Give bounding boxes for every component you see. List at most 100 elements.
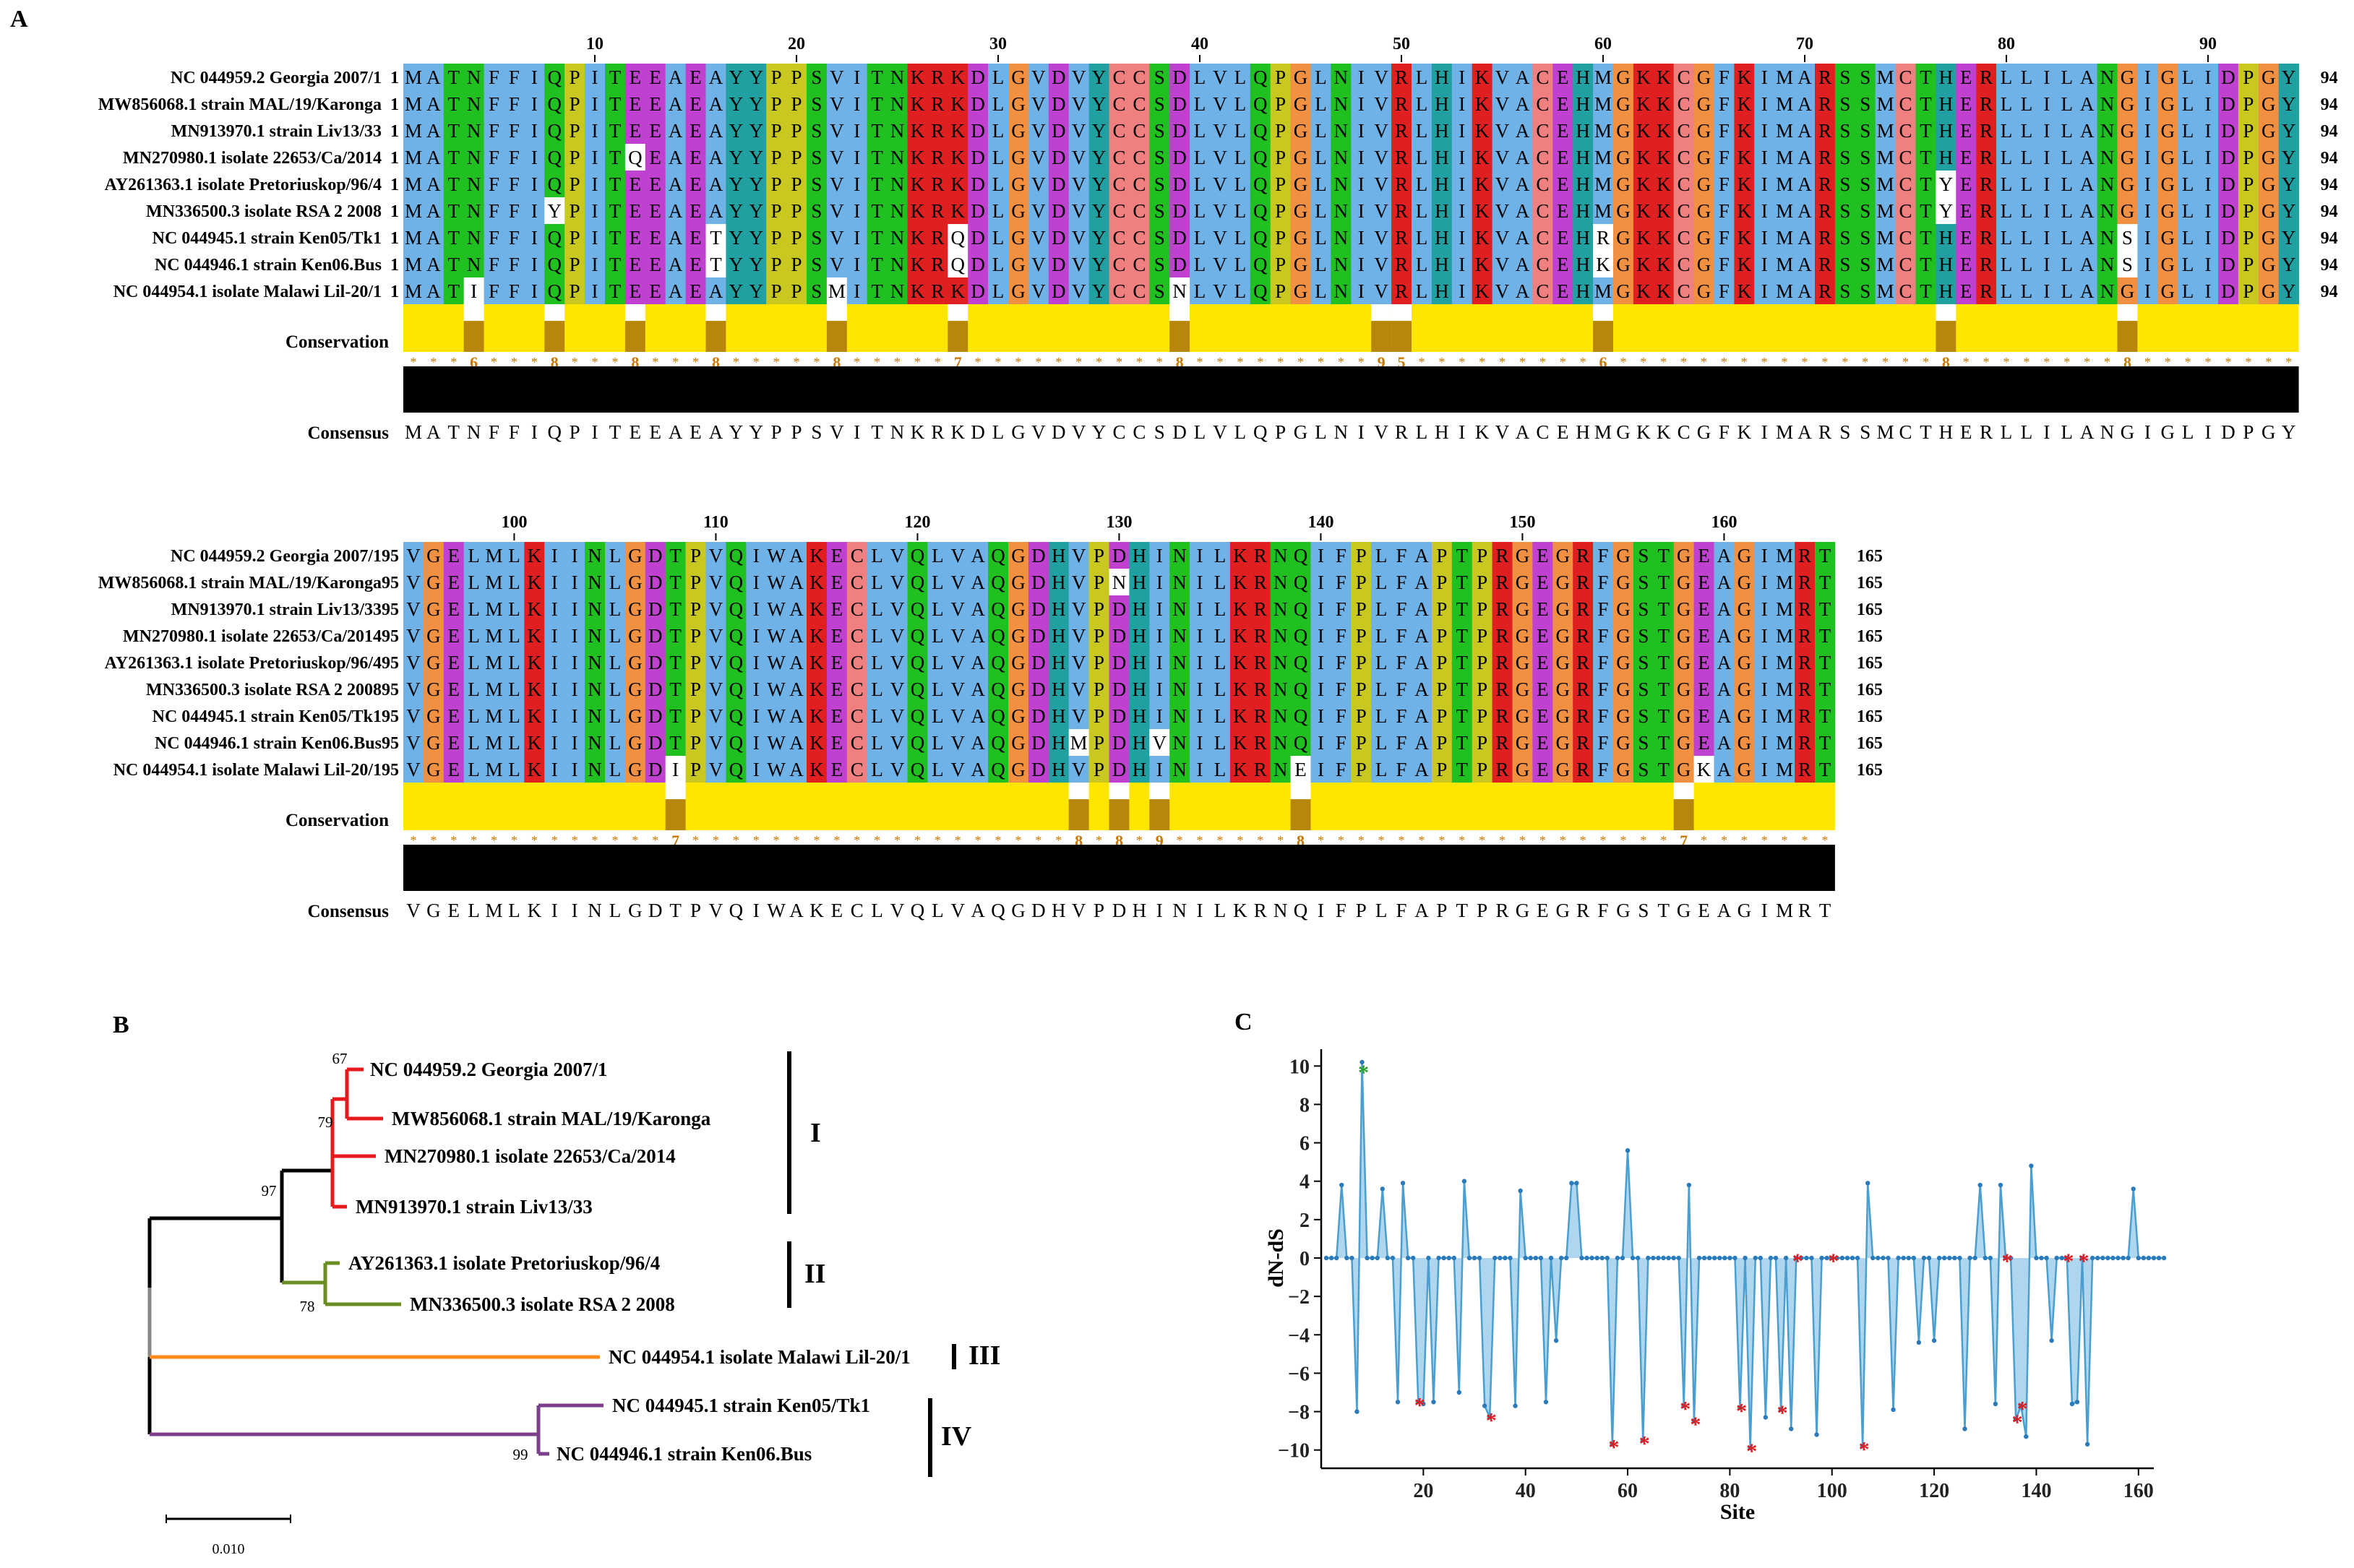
residue-cell [907,117,928,145]
residue-letter: I [753,572,760,593]
residue-letter: T [669,705,682,727]
consensus-bar [403,366,2299,413]
residue-letter: A [1414,572,1429,593]
residue-letter: E [448,652,460,673]
residue-letter: A [1797,280,1812,302]
residue-letter: E [1557,93,1569,115]
residue-cell [2036,64,2058,91]
residue-letter: P [1356,679,1367,700]
residue-letter: L [871,598,883,620]
residue-letter: F [1396,732,1407,754]
residue-cell [1229,64,1251,91]
residue-letter: E [831,545,843,567]
residue-letter: C [1899,200,1912,222]
residue-cell [1895,144,1916,171]
residue-cell [826,117,848,145]
residue-letter: L [1315,200,1327,222]
residue-letter: N [2100,173,2115,195]
dnds-point [1967,1255,1972,1261]
residue-letter: T [1819,545,1831,567]
residue-letter: M [1594,66,1612,88]
consensus-letter: I [854,421,860,443]
sequence-name: MW856068.1 strain MAL/19/Karonga [98,574,382,593]
residue-cell [2198,64,2219,91]
residue-letter: H [1052,759,1066,780]
residue-letter: N [1334,254,1349,275]
residue-letter: D [971,227,985,249]
residue-cell [504,144,525,171]
residue-cell [846,64,868,91]
residue-cell [726,144,747,171]
residue-letter: L [1194,280,1206,302]
residue-cell [2258,64,2280,91]
significant-site-marker: * [1639,1431,1650,1455]
residue-letter: L [1194,120,1206,142]
residue-cell [484,64,504,91]
residue-letter: T [1658,598,1670,620]
residue-cell [484,90,504,118]
residue-letter: A [669,227,683,249]
residue-letter: L [2001,120,2013,142]
residue-letter: S [1860,227,1870,249]
residue-cell [1815,64,1836,91]
residue-letter: D [1172,93,1187,115]
residue-letter: Y [729,200,744,222]
residue-cell [2036,144,2058,171]
consensus-letter: I [1459,421,1465,443]
residue-cell [1875,90,1896,118]
residue-letter: L [871,652,883,673]
residue-letter: M [1776,572,1793,593]
residue-letter: Q [911,572,925,593]
residue-cell [564,144,585,171]
residue-letter: F [1336,598,1346,620]
residue-letter: P [2243,93,2254,115]
residue-letter: I [2205,173,2212,195]
residue-letter: S [1638,679,1649,700]
residue-cell [1109,117,1130,145]
residue-letter: V [1495,254,1510,275]
residue-letter: D [2221,254,2235,275]
residue-cell [2198,144,2219,171]
residue-cell [1169,144,1190,171]
dnds-point [1763,1415,1769,1420]
residue-letter: R [1818,173,1831,195]
residue-letter: G [1516,545,1530,567]
residue-letter: G [628,625,643,647]
residue-cell [1834,64,1856,91]
consensus-letter: C [1678,421,1691,443]
residue-letter: L [2021,200,2033,222]
residue-cell [403,117,424,145]
residue-letter: A [2080,200,2095,222]
residue-letter: M [405,120,422,142]
consensus-letter: L [2182,421,2194,443]
residue-letter: R [1798,652,1811,673]
sequence-name: MN270980.1 isolate 22653/Ca/2014 [123,149,382,168]
residue-letter: G [1011,227,1026,249]
residue-letter: C [1133,66,1146,88]
residue-letter: V [830,254,844,275]
residue-letter: F [1598,652,1609,673]
conservation-gap [948,304,968,322]
sequence-start: 95 [382,574,399,593]
conservation-low-bar [1109,799,1130,830]
sequence-start: 95 [382,654,399,673]
residue-letter: A [971,652,985,673]
residue-letter: Y [729,120,744,142]
residue-letter: I [753,598,760,620]
dnds-point [1942,1255,1947,1261]
consensus-letter: T [609,421,622,443]
residue-letter: T [1456,598,1469,620]
residue-cell [1693,64,1714,91]
conservation-gap [2117,304,2138,322]
residue-cell [1613,144,1634,171]
residue-letter: A [669,280,683,302]
residue-letter: I [531,254,538,275]
residue-cell [403,144,424,171]
residue-letter: K [1737,254,1752,275]
consensus-letter: A [1516,421,1530,443]
consensus-letter: V [830,421,844,443]
dnds-point [1411,1255,1416,1261]
residue-letter: T [1920,120,1932,142]
residue-letter: G [1737,572,1752,593]
residue-cell [1310,144,1331,171]
